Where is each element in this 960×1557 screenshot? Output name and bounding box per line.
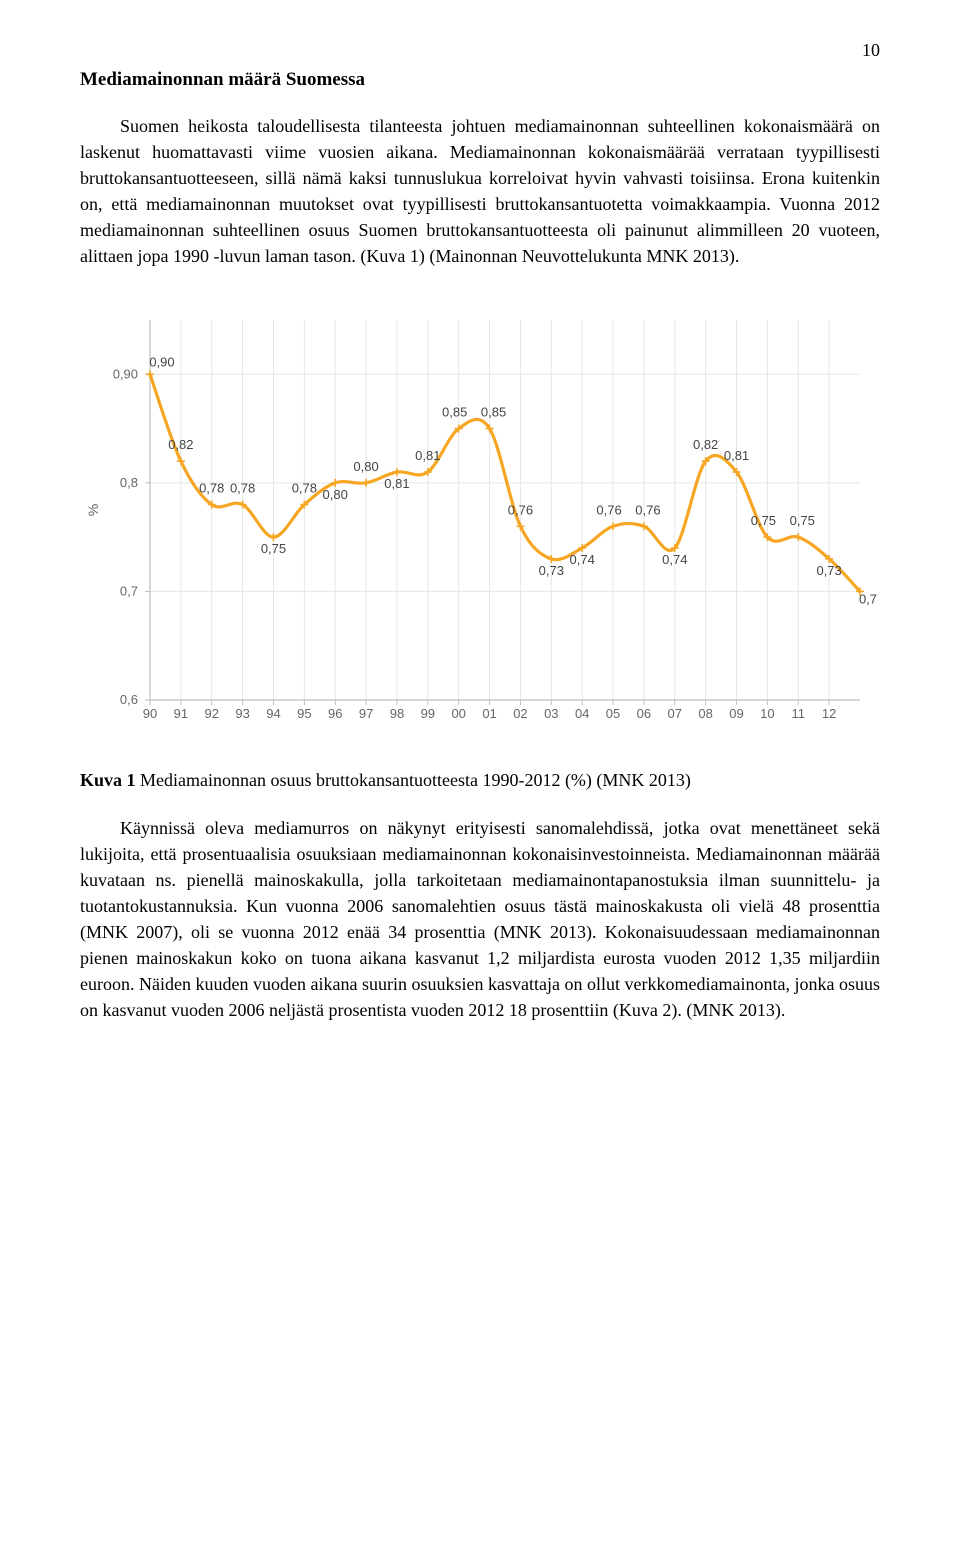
svg-text:96: 96 [328, 706, 342, 721]
svg-text:0,78: 0,78 [292, 480, 317, 495]
paragraph-2: Käynnissä oleva mediamurros on näkynyt e… [80, 815, 880, 1024]
svg-text:0,80: 0,80 [323, 486, 348, 501]
svg-text:0,75: 0,75 [261, 541, 286, 556]
figure-caption: Kuva 1 Mediamainonnan osuus bruttokansan… [80, 770, 880, 791]
svg-text:0,78: 0,78 [199, 480, 224, 495]
svg-text:0,76: 0,76 [635, 502, 660, 517]
svg-text:08: 08 [698, 706, 712, 721]
figure-caption-label: Kuva 1 [80, 770, 136, 790]
svg-text:03: 03 [544, 706, 558, 721]
svg-text:06: 06 [637, 706, 651, 721]
svg-text:0,8: 0,8 [120, 474, 138, 489]
svg-text:91: 91 [174, 706, 188, 721]
svg-text:0,80: 0,80 [353, 458, 378, 473]
svg-text:0,82: 0,82 [168, 437, 193, 452]
svg-text:0,81: 0,81 [415, 448, 440, 463]
svg-text:0,7: 0,7 [120, 583, 138, 598]
svg-text:10: 10 [760, 706, 774, 721]
svg-text:0,6: 0,6 [120, 692, 138, 707]
svg-text:0,90: 0,90 [113, 366, 138, 381]
svg-text:0,78: 0,78 [230, 480, 255, 495]
svg-text:0,75: 0,75 [790, 513, 815, 528]
svg-text:94: 94 [266, 706, 280, 721]
svg-text:0,85: 0,85 [481, 404, 506, 419]
svg-text:0,81: 0,81 [724, 448, 749, 463]
svg-text:0,7: 0,7 [859, 591, 877, 606]
page-number: 10 [80, 40, 880, 61]
figure-caption-text: Mediamainonnan osuus bruttokansantuottee… [136, 770, 691, 790]
svg-text:0,74: 0,74 [662, 552, 687, 567]
svg-text:93: 93 [235, 706, 249, 721]
svg-text:0,73: 0,73 [816, 562, 841, 577]
svg-text:0,74: 0,74 [570, 552, 595, 567]
svg-text:90: 90 [143, 706, 157, 721]
svg-text:0,73: 0,73 [539, 562, 564, 577]
svg-text:0,81: 0,81 [384, 476, 409, 491]
svg-text:%: % [85, 503, 101, 515]
svg-text:12: 12 [822, 706, 836, 721]
svg-text:09: 09 [729, 706, 743, 721]
svg-text:0,75: 0,75 [751, 513, 776, 528]
svg-text:0,76: 0,76 [508, 502, 533, 517]
svg-text:07: 07 [668, 706, 682, 721]
svg-text:99: 99 [421, 706, 435, 721]
svg-text:05: 05 [606, 706, 620, 721]
svg-text:00: 00 [451, 706, 465, 721]
svg-text:0,90: 0,90 [149, 354, 174, 369]
svg-text:02: 02 [513, 706, 527, 721]
paragraph-1: Suomen heikosta taloudellisesta tilantee… [80, 113, 880, 270]
svg-text:01: 01 [482, 706, 496, 721]
svg-text:92: 92 [205, 706, 219, 721]
svg-text:0,82: 0,82 [693, 437, 718, 452]
media-share-chart: 0,6 0,7 0,8 0,90 90 91 92 93 94 95 96 97 98 99 00 01 02 0… [80, 300, 880, 740]
section-heading: Mediamainonnan määrä Suomessa [80, 69, 880, 91]
svg-text:11: 11 [792, 706, 806, 721]
svg-text:0,76: 0,76 [596, 502, 621, 517]
svg-text:97: 97 [359, 706, 373, 721]
svg-text:98: 98 [390, 706, 404, 721]
svg-text:0,85: 0,85 [442, 404, 467, 419]
svg-text:04: 04 [575, 706, 589, 721]
line-chart-svg: 0,6 0,7 0,8 0,90 90 91 92 93 94 95 96 97 98 99 00 01 02 0… [80, 300, 880, 740]
svg-text:95: 95 [297, 706, 311, 721]
